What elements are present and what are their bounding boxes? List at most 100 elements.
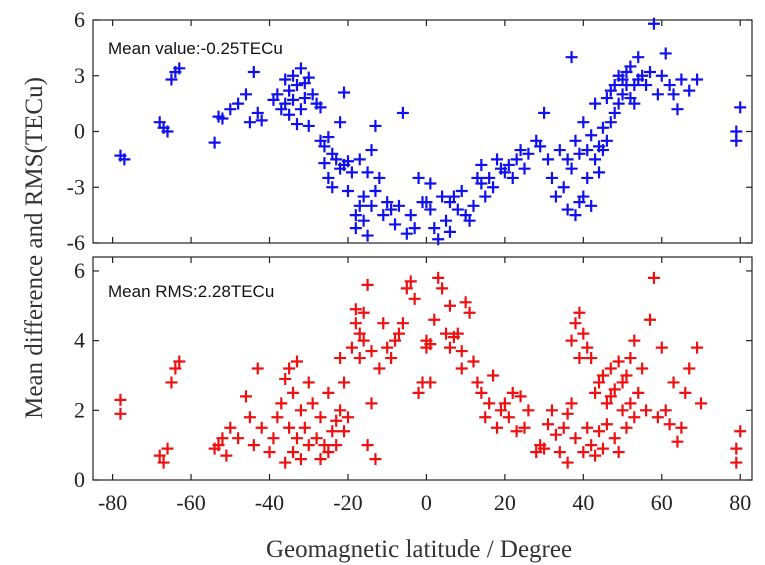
data-point xyxy=(655,341,668,354)
data-point xyxy=(647,271,660,284)
data-point xyxy=(577,327,590,340)
data-point xyxy=(443,225,456,238)
data-point xyxy=(487,369,500,382)
data-point xyxy=(608,383,621,396)
data-point xyxy=(585,439,598,452)
data-point xyxy=(283,421,296,434)
data-point xyxy=(569,317,582,330)
data-point xyxy=(459,296,472,309)
data-point xyxy=(443,341,456,354)
data-point xyxy=(385,352,398,365)
data-point xyxy=(573,147,586,160)
data-point xyxy=(604,362,617,375)
data-point xyxy=(287,446,300,459)
data-point xyxy=(326,425,339,438)
data-point xyxy=(369,119,382,132)
y-tick-label: 0 xyxy=(74,467,85,492)
data-point xyxy=(600,92,613,105)
data-point xyxy=(479,190,492,203)
x-tick-label: 60 xyxy=(651,490,673,515)
data-point xyxy=(294,404,307,417)
data-point xyxy=(283,108,296,121)
data-point xyxy=(608,79,621,92)
data-point xyxy=(357,190,370,203)
data-point xyxy=(334,352,347,365)
bottom-panel: 0 2 4 6 -80 -60 -40 -20 0 20 40 60 80 Mean RMS:2.28TE… xyxy=(74,256,753,515)
data-point xyxy=(463,214,476,227)
data-point xyxy=(565,334,578,347)
data-point xyxy=(392,199,405,212)
data-point xyxy=(271,88,284,101)
data-point xyxy=(294,453,307,466)
data-point xyxy=(361,439,374,452)
data-point xyxy=(302,376,315,389)
data-point xyxy=(577,116,590,129)
data-point xyxy=(287,386,300,399)
data-point xyxy=(381,341,394,354)
y-tick-label: 4 xyxy=(74,328,85,353)
data-point xyxy=(549,428,562,441)
data-point xyxy=(545,404,558,417)
data-point xyxy=(290,432,303,445)
data-point xyxy=(298,421,311,434)
data-point xyxy=(506,171,519,184)
data-point xyxy=(514,390,527,403)
data-point xyxy=(275,397,288,410)
data-point xyxy=(373,362,386,375)
data-point xyxy=(636,69,649,82)
data-point xyxy=(243,116,256,129)
data-point xyxy=(440,327,453,340)
data-point xyxy=(283,84,296,97)
data-point xyxy=(612,97,625,110)
data-point xyxy=(596,442,609,455)
data-point xyxy=(345,341,358,354)
data-point xyxy=(600,397,613,410)
data-point xyxy=(596,121,609,134)
data-point xyxy=(514,144,527,157)
data-point xyxy=(341,411,354,424)
data-point xyxy=(165,376,178,389)
data-point xyxy=(557,181,570,194)
data-point xyxy=(353,153,366,166)
data-point xyxy=(318,140,331,153)
data-point xyxy=(542,153,555,166)
data-point xyxy=(255,114,268,127)
data-point xyxy=(451,327,464,340)
data-point xyxy=(663,79,676,92)
data-point xyxy=(279,73,292,86)
data-point xyxy=(318,439,331,452)
data-point xyxy=(644,66,657,79)
data-point xyxy=(279,372,292,385)
data-point xyxy=(373,171,386,184)
data-point xyxy=(616,404,629,417)
data-point xyxy=(671,435,684,448)
annotation: Mean RMS:2.28TECu xyxy=(108,282,274,301)
data-point xyxy=(338,376,351,389)
data-point xyxy=(353,352,366,365)
data-point xyxy=(326,181,339,194)
data-point xyxy=(644,313,657,326)
data-point xyxy=(396,317,409,330)
data-point xyxy=(239,390,252,403)
data-point xyxy=(581,421,594,434)
x-tick-label: -40 xyxy=(255,490,284,515)
data-point xyxy=(173,355,186,368)
data-point xyxy=(294,103,307,116)
data-point xyxy=(208,136,221,149)
data-point xyxy=(330,414,343,427)
data-point xyxy=(620,421,633,434)
data-point xyxy=(683,362,696,375)
data-point xyxy=(593,166,606,179)
data-point xyxy=(357,334,370,347)
data-point xyxy=(667,88,680,101)
data-point xyxy=(314,411,327,424)
data-point xyxy=(404,209,417,222)
data-point xyxy=(341,184,354,197)
data-point xyxy=(118,153,131,166)
data-point xyxy=(600,418,613,431)
data-point xyxy=(114,407,127,420)
data-point xyxy=(220,449,233,462)
data-point xyxy=(663,418,676,431)
data-point xyxy=(475,386,488,399)
data-point xyxy=(216,112,229,125)
